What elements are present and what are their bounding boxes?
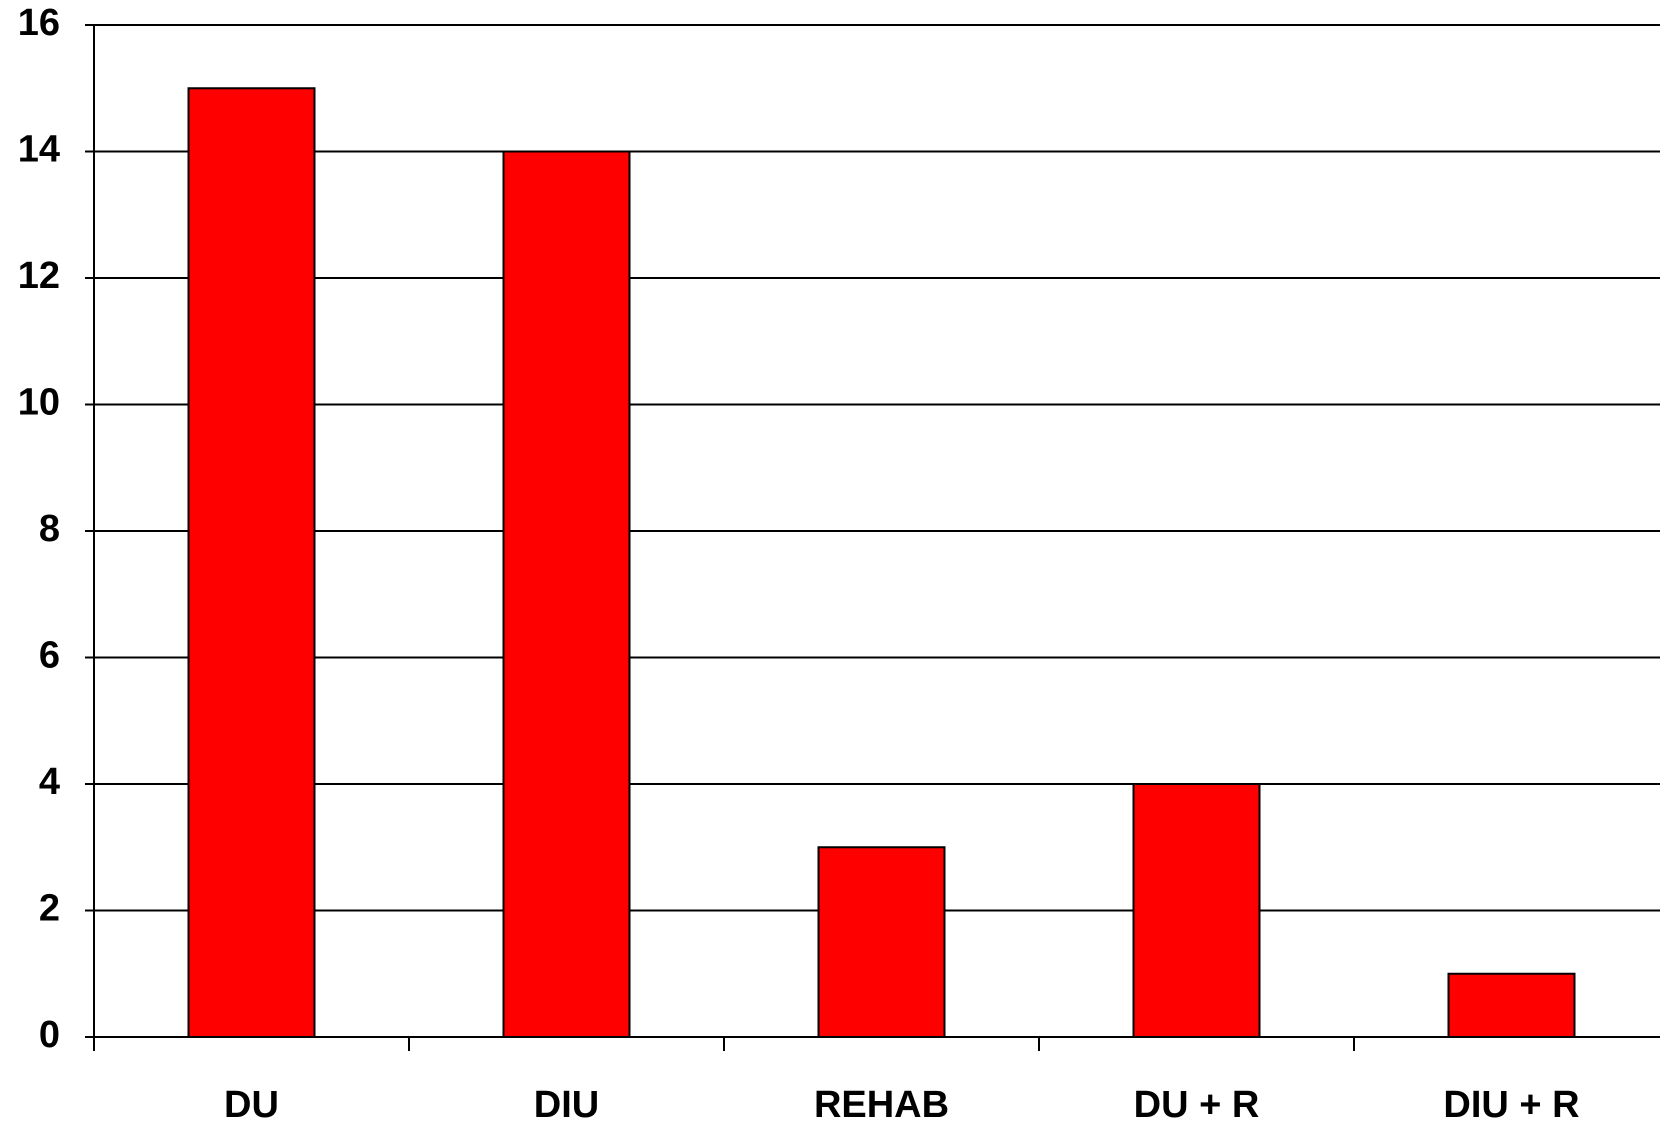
- y-tick-label: 2: [39, 888, 60, 930]
- x-tick-label: DU: [224, 1084, 279, 1126]
- bar: [187, 87, 316, 1038]
- y-tick-label: 8: [39, 508, 60, 550]
- bar: [502, 150, 631, 1038]
- bar: [1447, 972, 1576, 1038]
- y-tick-label: 10: [18, 382, 60, 424]
- x-tick-label: DU + R: [1134, 1084, 1260, 1126]
- y-tick-label: 12: [18, 255, 60, 297]
- x-tick-label: DIU: [534, 1084, 599, 1126]
- bar: [817, 846, 946, 1038]
- y-tick-label: 16: [18, 2, 60, 44]
- y-tick-label: 0: [39, 1014, 60, 1056]
- bar: [1132, 783, 1261, 1038]
- x-tick-label: DIU + R: [1443, 1084, 1579, 1126]
- y-tick-label: 14: [18, 129, 60, 171]
- y-tick-label: 4: [39, 761, 60, 803]
- x-tick-label: REHAB: [814, 1084, 949, 1126]
- y-tick-label: 6: [39, 635, 60, 677]
